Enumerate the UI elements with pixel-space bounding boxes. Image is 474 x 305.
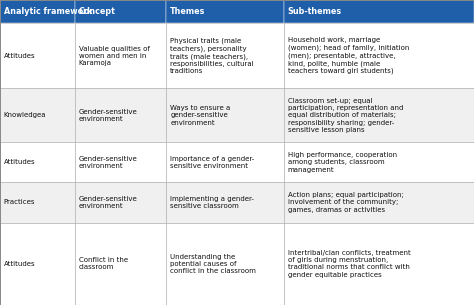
- Text: Conflict in the
classroom: Conflict in the classroom: [79, 257, 128, 271]
- Bar: [284, 142, 474, 182]
- Bar: [75, 223, 166, 305]
- Bar: [166, 182, 284, 223]
- Text: Ways to ensure a
gender-sensitive
environment: Ways to ensure a gender-sensitive enviro…: [170, 105, 230, 126]
- Text: Gender-sensitive
environment: Gender-sensitive environment: [79, 156, 137, 169]
- Text: Gender-sensitive
environment: Gender-sensitive environment: [79, 109, 137, 122]
- Text: Knowledgea: Knowledgea: [4, 112, 46, 118]
- Bar: [284, 88, 474, 142]
- Text: Understanding the
potential causes of
conflict in the classroom: Understanding the potential causes of co…: [170, 253, 256, 274]
- Text: Implementing a gender-
sensitive classroom: Implementing a gender- sensitive classro…: [170, 196, 254, 209]
- Bar: [166, 23, 284, 88]
- Text: Sub-themes: Sub-themes: [288, 7, 342, 16]
- Bar: [75, 0, 166, 23]
- Bar: [75, 23, 166, 88]
- Text: Intertribal/clan conflicts, treatment
of girls during menstruation,
traditional : Intertribal/clan conflicts, treatment of…: [288, 250, 410, 278]
- Bar: [284, 182, 474, 223]
- Text: Physical traits (male
teachers), personality
traits (male teachers),
responsibil: Physical traits (male teachers), persona…: [170, 38, 254, 74]
- Text: Gender-sensitive
environment: Gender-sensitive environment: [79, 196, 137, 209]
- Text: Attitudes: Attitudes: [4, 261, 36, 267]
- Bar: [75, 88, 166, 142]
- Bar: [166, 0, 284, 23]
- Text: Importance of a gender-
sensitive environment: Importance of a gender- sensitive enviro…: [170, 156, 255, 169]
- Text: Analytic framework: Analytic framework: [4, 7, 92, 16]
- Bar: [0, 142, 75, 182]
- Bar: [75, 182, 166, 223]
- Text: Action plans; equal participation;
involvement of the community;
games, dramas o: Action plans; equal participation; invol…: [288, 192, 403, 213]
- Bar: [166, 223, 284, 305]
- Text: Classroom set-up; equal
participation, representation and
equal distribution of : Classroom set-up; equal participation, r…: [288, 98, 403, 133]
- Text: Practices: Practices: [4, 199, 35, 205]
- Bar: [0, 223, 75, 305]
- Bar: [0, 0, 75, 23]
- Text: High performance, cooperation
among students, classroom
management: High performance, cooperation among stud…: [288, 152, 397, 173]
- Text: Household work, marriage
(women); head of family, initiation
(men); presentable,: Household work, marriage (women); head o…: [288, 37, 409, 74]
- Bar: [0, 23, 75, 88]
- Bar: [0, 182, 75, 223]
- Text: Attitudes: Attitudes: [4, 159, 36, 165]
- Bar: [284, 23, 474, 88]
- Text: Valuable qualities of
women and men in
Karamoja: Valuable qualities of women and men in K…: [79, 45, 150, 66]
- Bar: [75, 142, 166, 182]
- Bar: [284, 0, 474, 23]
- Text: Themes: Themes: [170, 7, 206, 16]
- Bar: [0, 88, 75, 142]
- Text: Attitudes: Attitudes: [4, 53, 36, 59]
- Text: Concept: Concept: [79, 7, 116, 16]
- Bar: [166, 142, 284, 182]
- Bar: [166, 88, 284, 142]
- Bar: [284, 223, 474, 305]
